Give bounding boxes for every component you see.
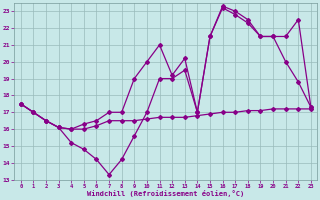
X-axis label: Windchill (Refroidissement éolien,°C): Windchill (Refroidissement éolien,°C): [87, 190, 244, 197]
